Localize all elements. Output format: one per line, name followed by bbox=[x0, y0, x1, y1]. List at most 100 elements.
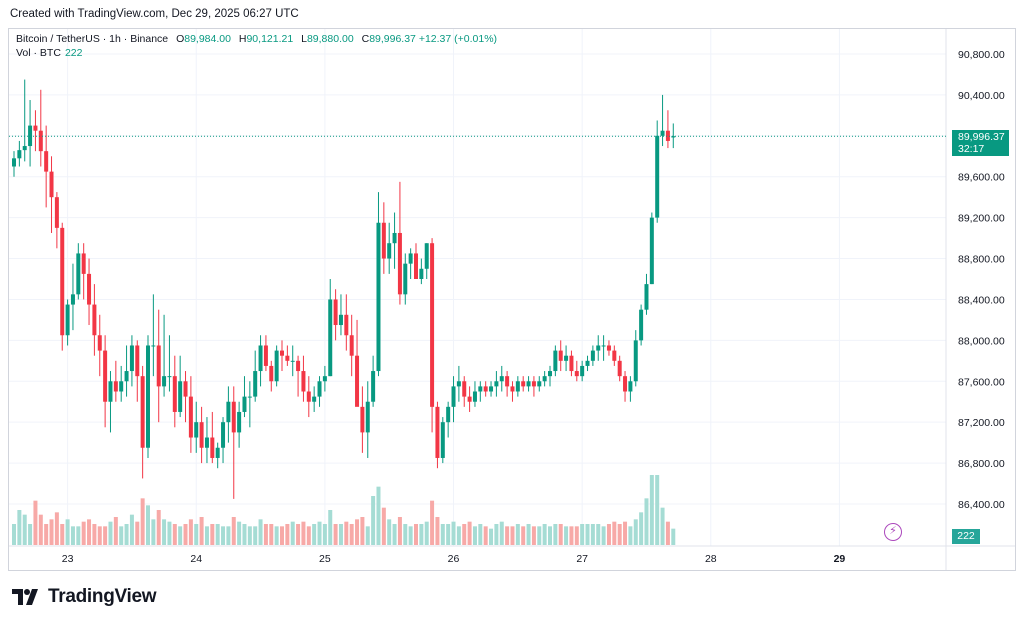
volume-bar bbox=[649, 475, 654, 545]
volume-bars bbox=[12, 475, 676, 545]
close-label: C bbox=[361, 33, 370, 45]
candle-body bbox=[419, 268, 424, 279]
candle-body bbox=[639, 309, 644, 341]
volume-bar bbox=[478, 524, 483, 545]
volume-bar bbox=[451, 521, 456, 545]
tradingview-logo-text: TradingView bbox=[48, 586, 157, 607]
volume-bar bbox=[580, 524, 585, 545]
volume-bar bbox=[430, 500, 435, 545]
candle-body bbox=[478, 386, 483, 392]
volume-bar bbox=[81, 521, 86, 545]
candle-body bbox=[97, 335, 102, 351]
candle-body bbox=[655, 135, 660, 218]
volume-bar bbox=[210, 524, 215, 545]
candle-body bbox=[403, 263, 408, 295]
candles bbox=[12, 79, 676, 499]
volume-bar bbox=[44, 524, 49, 545]
candle-body bbox=[221, 422, 226, 448]
volume-bar bbox=[322, 524, 327, 545]
candle-body bbox=[242, 396, 247, 412]
volume-bar bbox=[505, 526, 510, 545]
candle-body bbox=[515, 381, 520, 392]
candle-body bbox=[397, 232, 402, 295]
candle-body bbox=[344, 314, 349, 336]
volume-bar bbox=[472, 526, 477, 545]
candle-body bbox=[338, 314, 343, 326]
volume-bar bbox=[274, 526, 279, 545]
y-tick-label: 90,800.00 bbox=[958, 49, 1005, 61]
volume-bar bbox=[596, 524, 601, 545]
x-tick-label: 27 bbox=[576, 553, 588, 565]
candle-body bbox=[81, 253, 86, 274]
candle-body bbox=[312, 396, 317, 402]
candle-body bbox=[172, 376, 177, 412]
volume-bar bbox=[515, 524, 520, 545]
volume-bar bbox=[87, 519, 92, 545]
volume-bar bbox=[54, 512, 59, 545]
candle-body bbox=[376, 222, 381, 372]
volume-bar bbox=[542, 524, 547, 545]
candle-body bbox=[290, 360, 295, 362]
candle-body bbox=[12, 158, 16, 167]
volume-bar bbox=[655, 475, 660, 545]
volume-bar bbox=[135, 521, 140, 545]
candle-body bbox=[510, 386, 515, 392]
volume-bar bbox=[548, 526, 552, 545]
candle-body bbox=[548, 371, 552, 377]
candle-body bbox=[140, 376, 145, 448]
volume-bar bbox=[178, 526, 183, 545]
candle-body bbox=[124, 371, 129, 382]
candle-body bbox=[644, 284, 649, 310]
volume-label[interactable]: Vol · BTC bbox=[16, 47, 61, 59]
volume-bar bbox=[317, 521, 322, 545]
volume-bar bbox=[660, 507, 665, 545]
chart-frame bbox=[8, 28, 1016, 571]
volume-bar bbox=[108, 521, 113, 545]
volume-bar bbox=[183, 524, 188, 545]
volume-bar bbox=[119, 526, 124, 545]
created-with-caption: Created with TradingView.com, Dec 29, 20… bbox=[10, 8, 299, 20]
candle-body bbox=[92, 304, 97, 336]
lightning-icon[interactable]: ⚡ bbox=[884, 523, 902, 541]
volume-bar bbox=[188, 519, 193, 545]
volume-bar bbox=[360, 517, 365, 545]
candle-body bbox=[392, 232, 397, 244]
volume-bar bbox=[312, 524, 317, 545]
candle-body bbox=[553, 350, 558, 372]
x-tick-label: 26 bbox=[448, 553, 460, 565]
volume-bar bbox=[231, 517, 236, 545]
volume-bar bbox=[456, 526, 461, 545]
volume-bar bbox=[338, 524, 343, 545]
x-tick-label: 23 bbox=[62, 553, 74, 565]
axes: 86,400.00 86,800.00 87,200.00 87,600.00 88,0… bbox=[9, 29, 1015, 570]
candle-body bbox=[585, 360, 590, 366]
candle-body bbox=[365, 401, 370, 433]
legend-ohlc: Bitcoin / TetherUS · 1h · Binance O89,98… bbox=[16, 33, 497, 45]
volume-bar bbox=[215, 524, 220, 545]
volume-bar bbox=[60, 524, 65, 545]
volume-bar bbox=[558, 524, 563, 545]
candle-body bbox=[612, 350, 617, 361]
volume-bar bbox=[408, 526, 413, 545]
volume-bar bbox=[28, 524, 33, 545]
volume-bar bbox=[221, 526, 226, 545]
candle-body bbox=[649, 217, 654, 285]
volume-bar bbox=[639, 512, 644, 545]
candle-body bbox=[322, 376, 327, 382]
candle-body bbox=[162, 376, 167, 387]
candle-body bbox=[558, 350, 563, 361]
volume-bar bbox=[671, 528, 676, 545]
volume-bar bbox=[258, 519, 263, 545]
volume-bar bbox=[263, 524, 268, 545]
symbol-name[interactable]: Bitcoin / TetherUS · 1h · Binance bbox=[16, 33, 169, 45]
volume-bar bbox=[22, 514, 27, 545]
candle-body bbox=[306, 391, 311, 402]
candle-body bbox=[665, 130, 670, 141]
volume-bar bbox=[387, 519, 392, 545]
change-value: +12.37 (+0.01%) bbox=[418, 33, 498, 45]
volume-bar bbox=[17, 510, 22, 545]
volume-bar bbox=[290, 521, 295, 545]
candle-body bbox=[60, 227, 65, 336]
tradingview-logo[interactable]: TradingView bbox=[12, 586, 157, 608]
